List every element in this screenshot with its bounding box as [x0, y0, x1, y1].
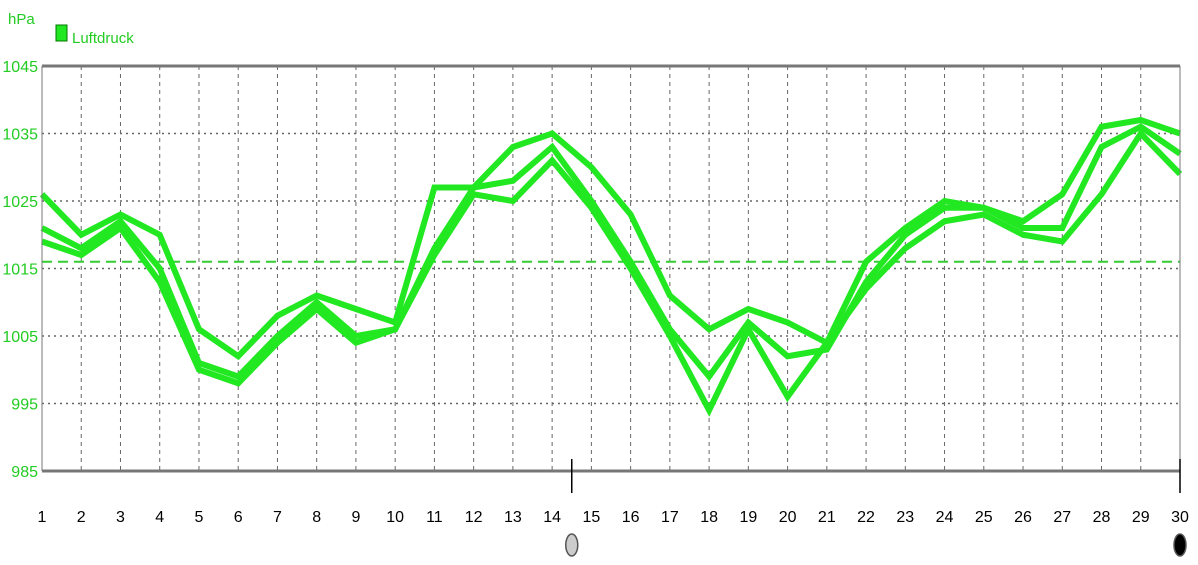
- x-tick-label: 23: [896, 509, 914, 526]
- legend-swatch: [55, 24, 68, 42]
- x-tick-label: 27: [1053, 509, 1071, 526]
- x-tick-label: 12: [465, 509, 483, 526]
- x-tick-label: 28: [1093, 509, 1111, 526]
- x-tick-label: 8: [312, 509, 321, 526]
- x-tick-label: 16: [622, 509, 640, 526]
- marker-circle-grey: [565, 533, 579, 557]
- x-tick-label: 11: [426, 509, 443, 526]
- axis-layer: [41, 64, 1181, 473]
- y-tick-label: 1015: [2, 262, 38, 279]
- x-tick-label: 14: [543, 509, 561, 526]
- y-tick-label: 985: [11, 464, 38, 481]
- x-tick-label: 2: [77, 509, 86, 526]
- marker-circle-black: [1173, 533, 1187, 557]
- x-tick-label: 7: [273, 509, 282, 526]
- grid-layer: [42, 66, 1180, 471]
- x-tick-label: 26: [1014, 509, 1032, 526]
- x-tick-label: 24: [936, 509, 954, 526]
- x-tick-label: 10: [386, 509, 404, 526]
- y-tick-label: 1035: [2, 127, 38, 144]
- x-tick-label: 22: [857, 509, 875, 526]
- x-tick-label: 17: [661, 509, 679, 526]
- series-layer: [39, 116, 1183, 417]
- x-tick-label: 29: [1132, 509, 1150, 526]
- marker-layer: [565, 459, 1187, 557]
- series-line-3: [41, 128, 1183, 417]
- legend: Luftdruck: [55, 24, 134, 47]
- x-tick-label: 25: [975, 509, 993, 526]
- x-tick-label: 30: [1171, 509, 1189, 526]
- x-tick-label: 15: [582, 509, 600, 526]
- y-axis-unit-label: hPa: [8, 11, 35, 28]
- x-tick-label: 18: [700, 509, 718, 526]
- y-tick-label: 1045: [2, 59, 38, 76]
- x-tick-label: 21: [818, 509, 836, 526]
- x-tick-label: 4: [155, 509, 164, 526]
- y-tick-label: 995: [11, 397, 38, 414]
- x-tick-label: 13: [504, 509, 522, 526]
- legend-label: Luftdruck: [72, 30, 134, 47]
- x-tick-label: 20: [779, 509, 797, 526]
- x-tick-labels: 1 2 3 4 5 6 7 8 9 10 11 12 13 14 15 16 17 18 19 20 21 22 23 24 2…: [38, 509, 1189, 526]
- x-tick-label: 5: [195, 509, 204, 526]
- x-tick-label: 1: [38, 509, 47, 526]
- y-tick-label: 1025: [2, 194, 38, 211]
- x-tick-label: 3: [116, 509, 125, 526]
- x-tick-label: 9: [351, 509, 360, 526]
- x-tick-label: 6: [234, 509, 243, 526]
- x-tick-label: 19: [739, 509, 757, 526]
- y-tick-labels: 985 995 1005 1015 1025 1035 1045: [2, 59, 38, 481]
- y-tick-label: 1005: [2, 329, 38, 346]
- series-line-2: [40, 123, 1182, 382]
